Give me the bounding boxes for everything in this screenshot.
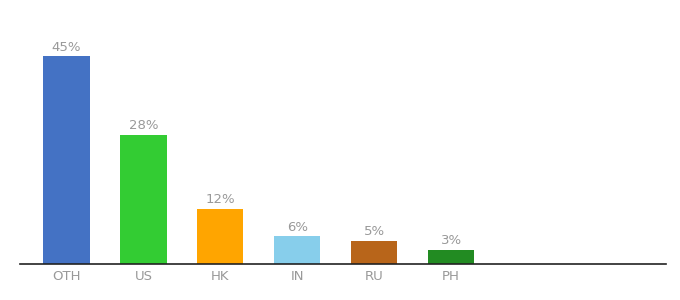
Bar xyxy=(274,236,320,264)
Text: 6%: 6% xyxy=(287,220,308,233)
Bar xyxy=(197,208,243,264)
Text: 3%: 3% xyxy=(441,234,462,248)
Text: 45%: 45% xyxy=(52,40,82,53)
Bar xyxy=(351,241,397,264)
Bar xyxy=(44,56,90,264)
Bar xyxy=(428,250,474,264)
Text: 28%: 28% xyxy=(129,119,158,132)
Text: 5%: 5% xyxy=(364,225,385,238)
Text: 12%: 12% xyxy=(205,193,235,206)
Bar xyxy=(120,135,167,264)
